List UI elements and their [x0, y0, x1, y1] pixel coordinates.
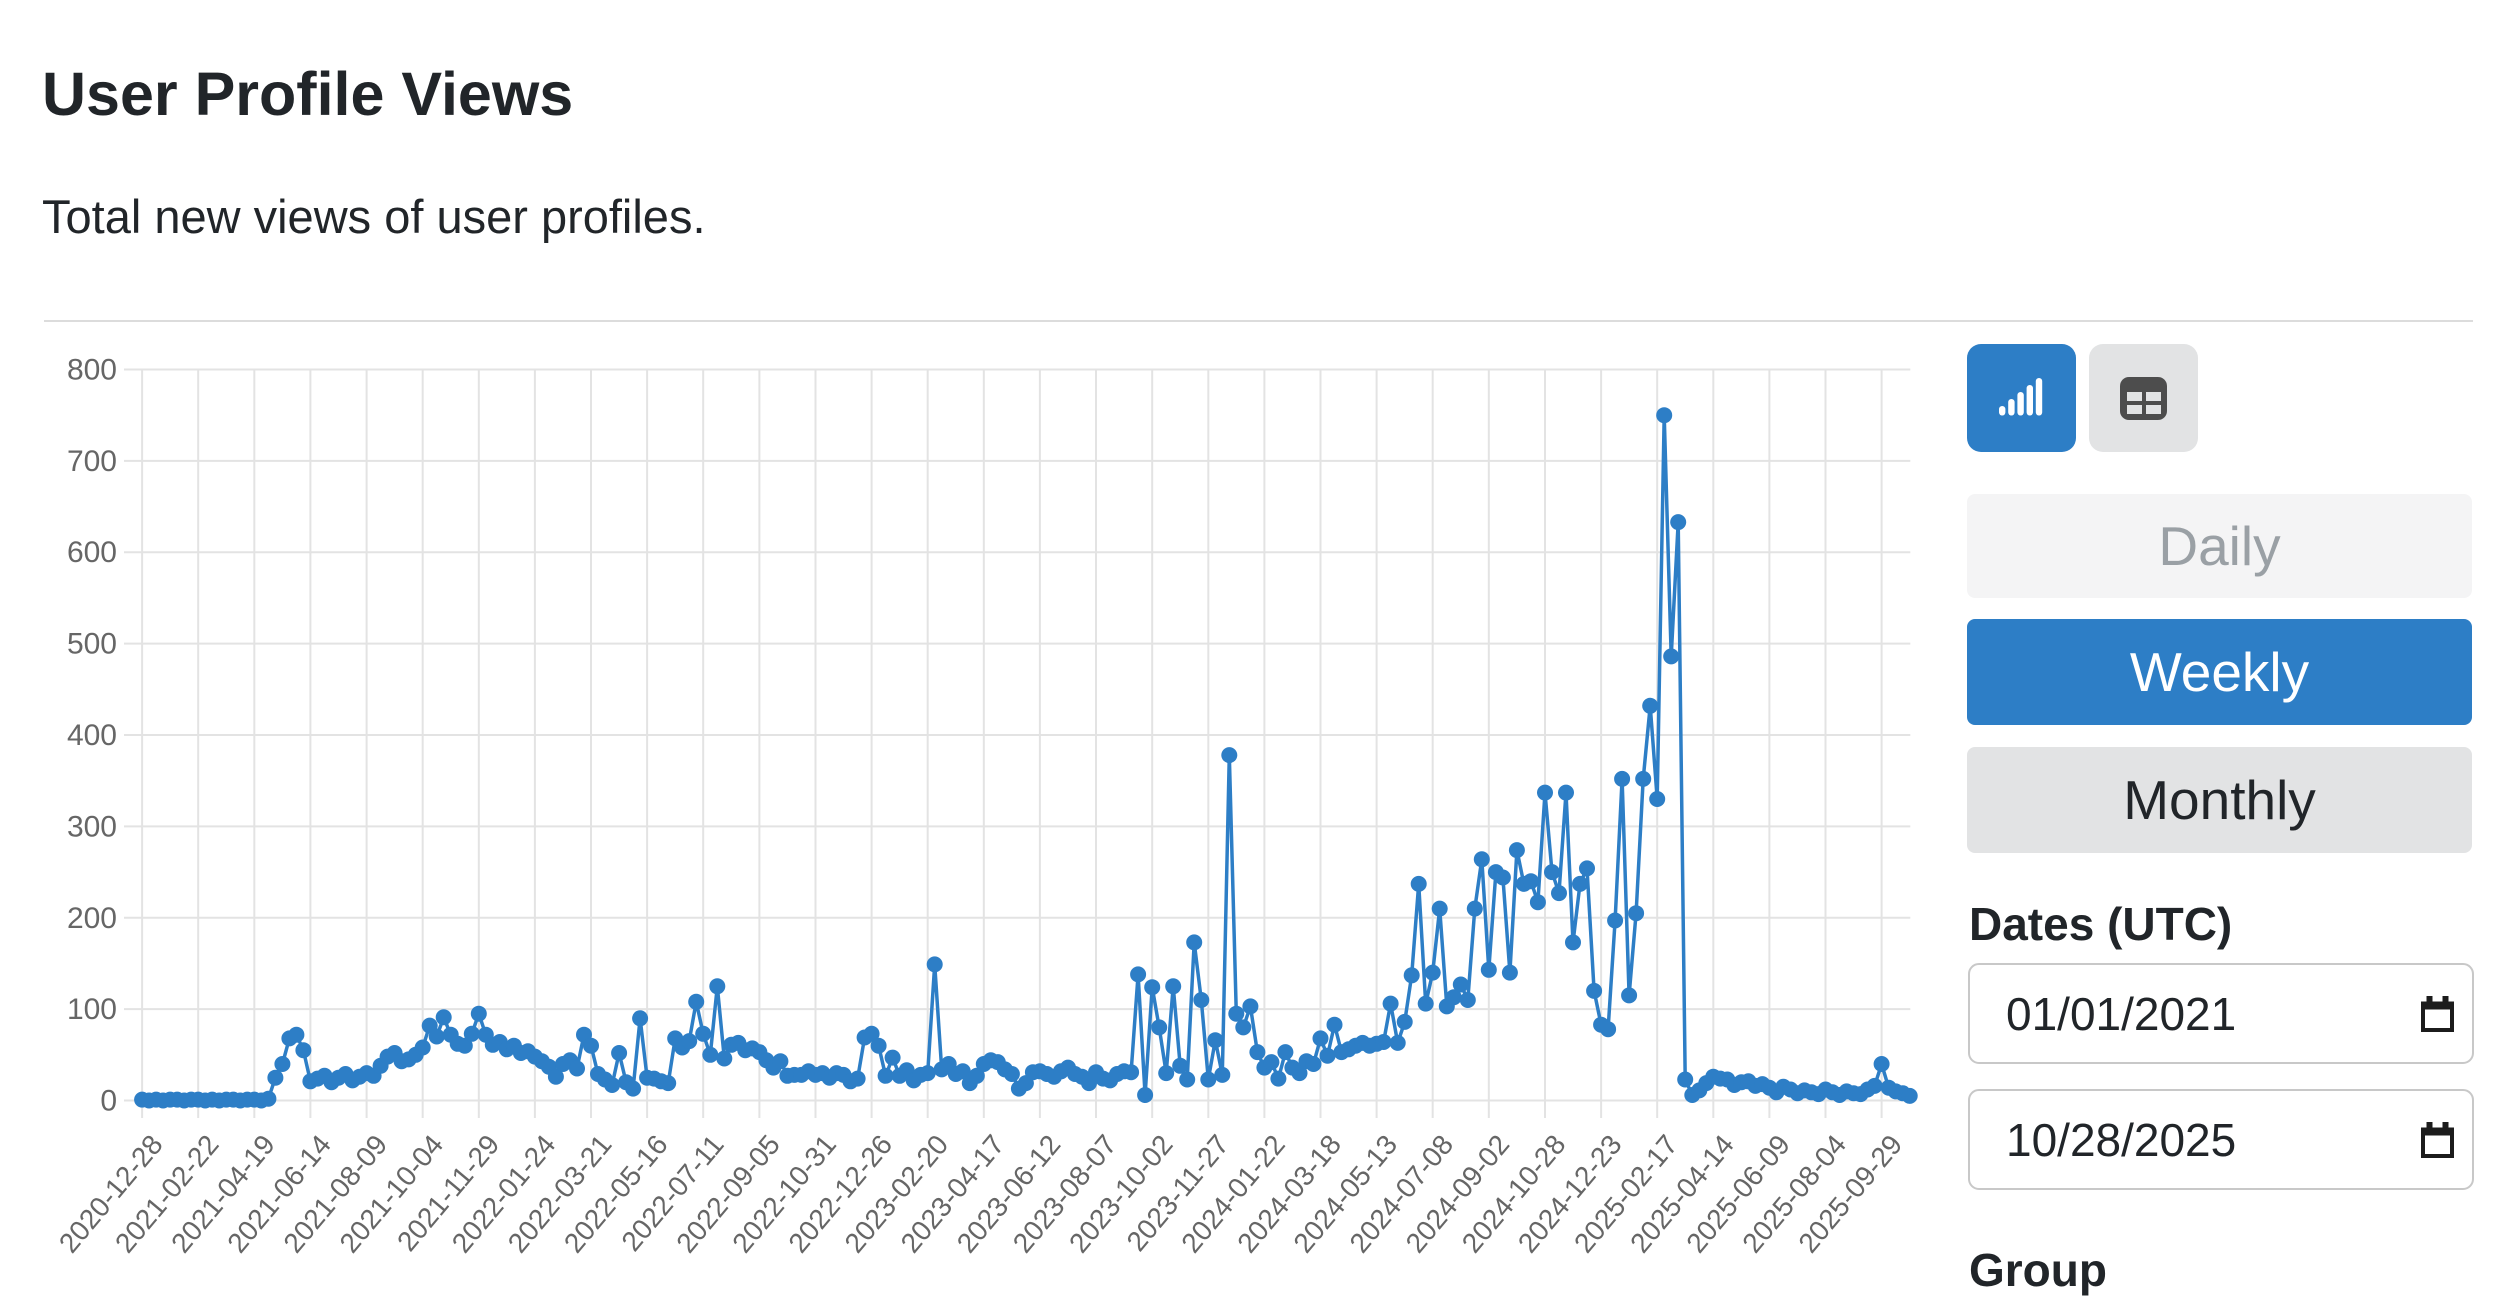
svg-text:600: 600: [67, 536, 117, 569]
svg-text:100: 100: [67, 993, 117, 1026]
svg-text:800: 800: [67, 354, 117, 387]
svg-text:500: 500: [67, 628, 117, 661]
svg-text:400: 400: [67, 719, 117, 752]
svg-text:200: 200: [67, 902, 117, 935]
svg-text:0: 0: [100, 1085, 117, 1118]
svg-text:700: 700: [67, 445, 117, 478]
svg-text:300: 300: [67, 810, 117, 843]
